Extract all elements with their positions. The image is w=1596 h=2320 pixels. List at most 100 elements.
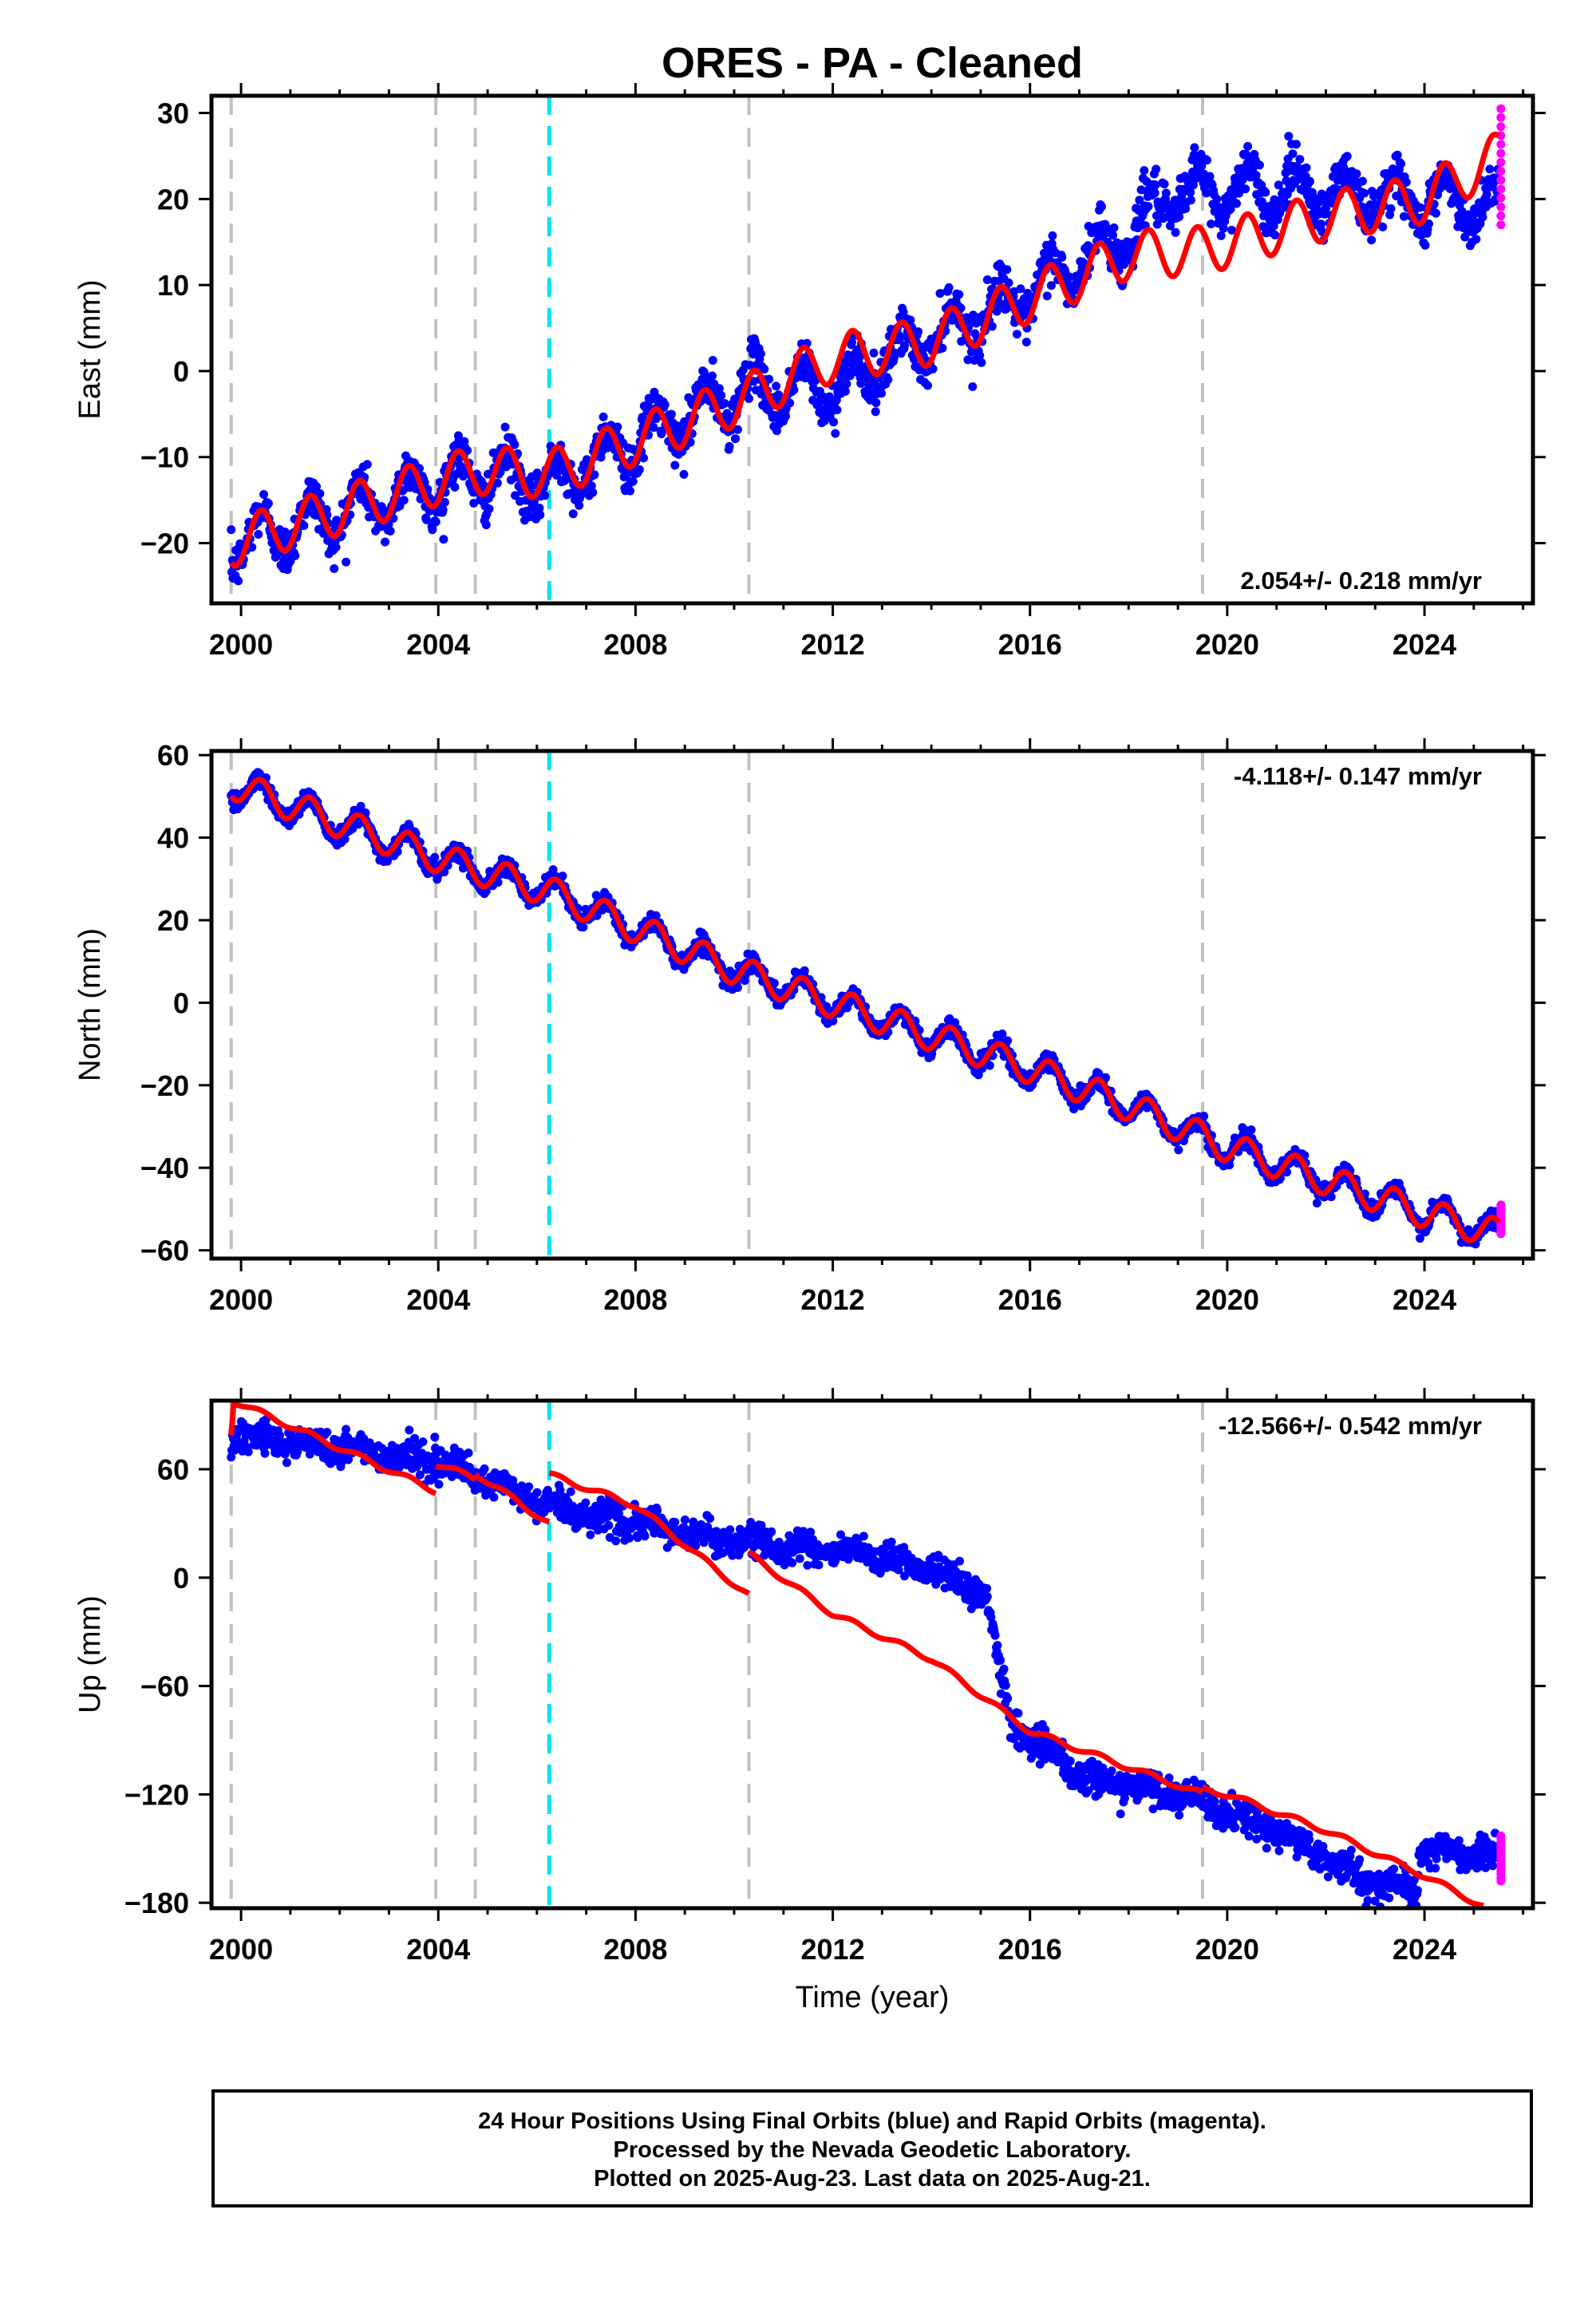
north-final-point <box>1247 1125 1256 1134</box>
east-final-point <box>1048 231 1057 240</box>
east-final-point <box>1378 223 1387 231</box>
east-final-point <box>1479 213 1487 222</box>
east-final-point <box>877 389 886 397</box>
east-final-point <box>1421 241 1430 250</box>
north-y-axis-label: North (mm) <box>73 928 107 1081</box>
north-y-tick-label: 20 <box>157 904 189 937</box>
east-x-tick-label: 2024 <box>1393 628 1456 661</box>
east-x-tick-label: 2000 <box>209 628 273 661</box>
east-final-point <box>540 491 549 500</box>
east-final-point <box>785 399 794 408</box>
up-final-point <box>405 1425 413 1434</box>
east-final-point <box>725 442 734 451</box>
east-final-point <box>709 356 717 365</box>
east-rapid-point <box>1496 220 1505 229</box>
up-final-point <box>464 1449 473 1457</box>
north-x-tick-label: 2012 <box>801 1283 865 1316</box>
east-final-point <box>569 509 578 518</box>
east-final-point <box>1432 209 1440 218</box>
east-final-point <box>670 461 679 470</box>
up-final-point <box>261 1449 270 1458</box>
east-final-point <box>1162 188 1171 197</box>
east-final-point <box>1353 169 1361 178</box>
east-final-point <box>1097 202 1106 211</box>
east-final-point <box>439 505 448 514</box>
east-y-tick-label: 10 <box>157 269 189 302</box>
east-rapid-point <box>1496 122 1505 131</box>
east-final-point <box>1358 177 1367 186</box>
east-final-point <box>1140 166 1148 175</box>
east-rapid-point <box>1496 176 1505 184</box>
east-x-tick-label: 2012 <box>801 628 865 661</box>
east-y-tick-label: 0 <box>173 355 189 388</box>
east-y-tick-label: −10 <box>140 441 189 474</box>
north-final-point <box>1174 1145 1183 1154</box>
east-rate-label: 2.054+/- 0.218 mm/yr <box>1241 567 1482 595</box>
north-final-point <box>800 966 809 975</box>
east-final-point <box>428 525 437 534</box>
east-rapid-point <box>1496 113 1505 122</box>
east-rapid-point <box>1496 167 1505 176</box>
east-rapid-point <box>1496 158 1505 167</box>
east-final-point <box>661 401 670 409</box>
east-rapid-point <box>1496 211 1505 220</box>
up-final-point <box>435 1480 444 1488</box>
east-x-tick-label: 2008 <box>603 628 667 661</box>
east-final-point <box>954 290 963 299</box>
east-final-point <box>1343 152 1352 160</box>
east-x-tick-label: 2016 <box>998 628 1062 661</box>
east-final-point <box>1393 151 1402 160</box>
east-y-tick-label: −20 <box>140 528 189 560</box>
east-final-point <box>1187 196 1195 204</box>
east-final-point <box>829 417 838 426</box>
north-model-curve <box>231 780 1499 1241</box>
east-final-point <box>254 530 263 539</box>
east-final-point <box>1013 330 1021 338</box>
up-final-point <box>419 1437 428 1446</box>
east-final-point <box>1110 223 1119 232</box>
east-final-point <box>482 520 491 529</box>
north-x-tick-label: 2000 <box>209 1283 273 1316</box>
east-final-point <box>1190 143 1199 152</box>
east-final-point <box>635 465 644 474</box>
north-y-tick-label: 40 <box>157 822 189 855</box>
east-final-point <box>1255 160 1264 169</box>
up-final-point <box>489 1493 498 1502</box>
east-rapid-point <box>1496 105 1505 113</box>
east-final-point <box>667 410 676 419</box>
up-final-point <box>480 1464 489 1473</box>
east-final-point <box>363 460 372 468</box>
east-final-point <box>264 499 273 508</box>
east-final-point <box>757 350 765 358</box>
east-rapid-point <box>1496 203 1505 211</box>
north-x-tick-label: 2004 <box>406 1283 470 1316</box>
east-final-point <box>1360 189 1369 198</box>
north-final-point <box>579 923 587 931</box>
east-final-point <box>386 527 395 536</box>
east-final-point <box>1232 200 1241 208</box>
east-rapid-point <box>1496 149 1505 158</box>
east-final-point <box>432 517 440 526</box>
east-final-point <box>871 398 880 407</box>
east-final-point <box>1472 235 1480 243</box>
north-y-tick-label: 60 <box>157 739 189 772</box>
east-final-point <box>485 504 494 513</box>
north-y-tick-label: −40 <box>140 1152 189 1184</box>
east-rapid-point <box>1496 184 1505 193</box>
east-final-point <box>914 327 922 336</box>
east-final-point <box>977 358 986 367</box>
east-final-point <box>1295 155 1304 164</box>
up-final-points <box>227 1415 1503 1918</box>
east-final-point <box>1171 228 1180 237</box>
east-final-point <box>599 413 608 421</box>
east-final-point <box>535 511 544 520</box>
east-final-point <box>923 381 932 390</box>
east-y-tick-label: 30 <box>157 97 189 130</box>
east-y-tick-label: 20 <box>157 183 189 215</box>
east-final-point <box>451 483 460 492</box>
east-final-point <box>227 525 235 534</box>
east-final-point <box>1284 132 1293 140</box>
